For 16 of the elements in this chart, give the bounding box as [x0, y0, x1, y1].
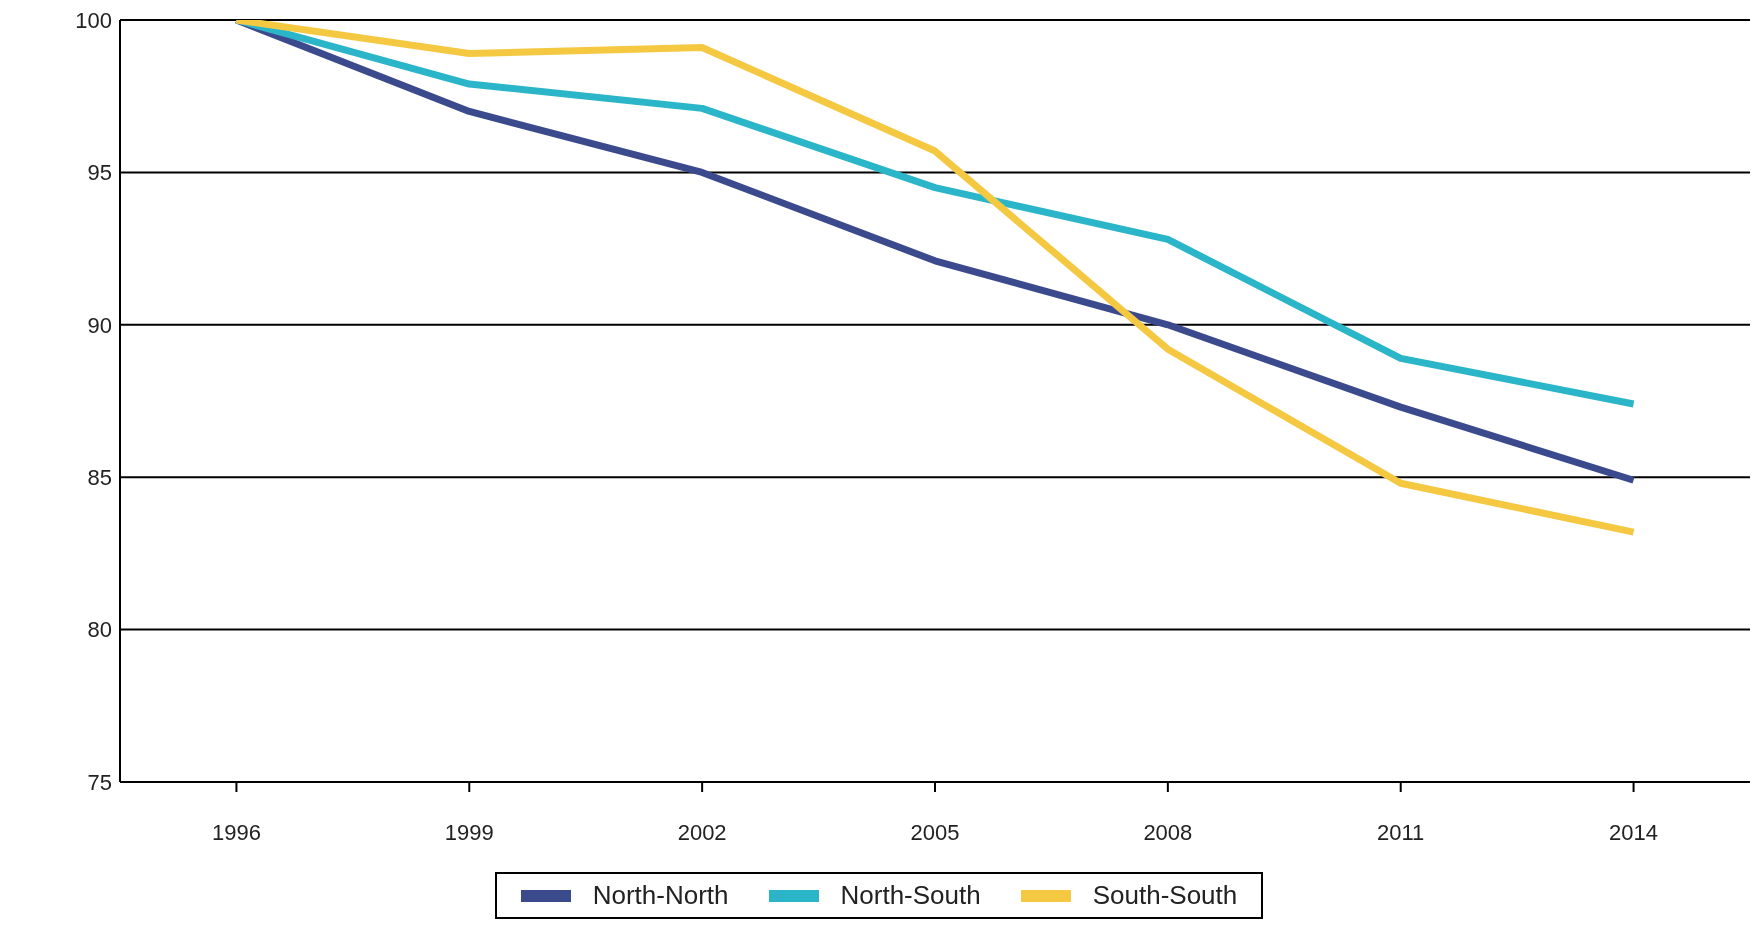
x-tick-label: 1999	[444, 819, 494, 845]
legend-label: North-South	[840, 880, 981, 911]
y-tick-label: 85	[87, 465, 112, 491]
y-tick-label: 95	[87, 160, 112, 186]
y-tick-label: 100	[75, 7, 112, 33]
legend-label: South-South	[1092, 880, 1238, 911]
x-tick-label: 2002	[677, 819, 727, 845]
y-tick-label: 75	[87, 769, 112, 795]
y-tick-label: 80	[87, 617, 112, 643]
x-tick-label: 2005	[910, 819, 960, 845]
x-tick-label: 2008	[1143, 819, 1193, 845]
y-tick-label: 90	[87, 312, 112, 338]
legend-label: North-North	[592, 880, 729, 911]
x-tick-label: 2014	[1609, 819, 1659, 845]
x-tick-label: 1996	[211, 819, 261, 845]
x-tick-label: 2011	[1377, 819, 1425, 845]
